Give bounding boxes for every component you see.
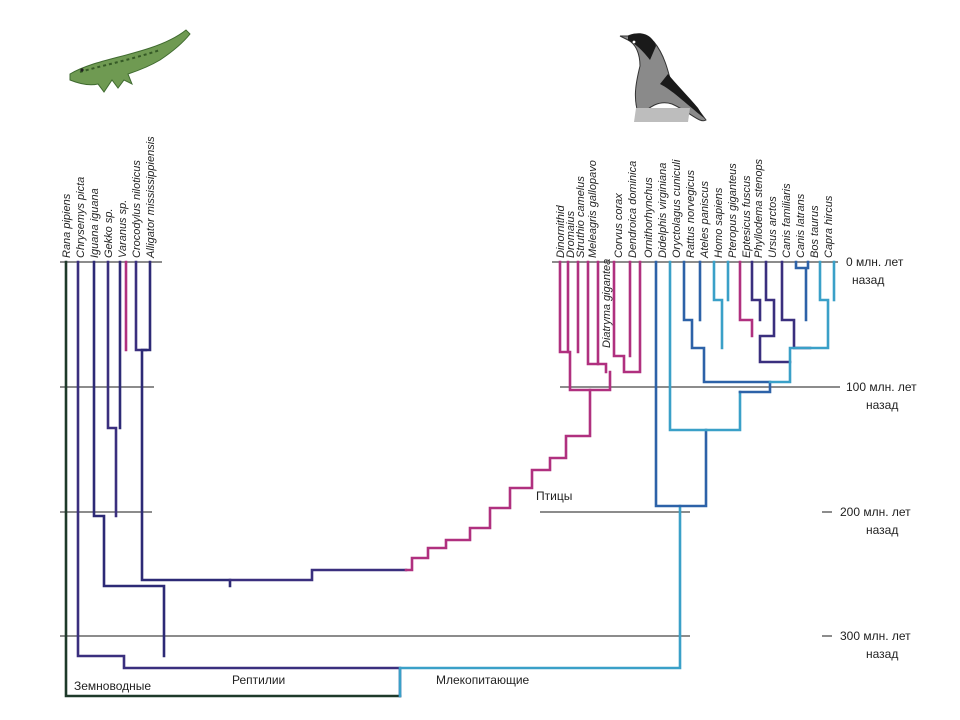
taxon-label: Bos taurus bbox=[809, 205, 821, 258]
taxon-label: Iguana iguana bbox=[89, 188, 101, 258]
group-label-reptiles: Рептилии bbox=[232, 673, 285, 687]
group-label-mammals: Млекопитающие bbox=[436, 673, 530, 687]
taxon-label: Diatryma gigantea bbox=[601, 259, 613, 348]
taxon-label: Struthio camelus bbox=[575, 176, 587, 258]
amphibian-branch bbox=[64, 260, 402, 698]
taxon-label: Capra hircus bbox=[823, 195, 835, 258]
taxon-label: Oryctolagus cuniculi bbox=[671, 159, 683, 258]
bird-branches bbox=[404, 260, 642, 572]
mammal-taxa-labels: Ornithorhynchus Didelphis virginiana Ory… bbox=[643, 158, 835, 259]
group-labels: Земноводные Рептилии Млекопитающие Птицы bbox=[74, 489, 572, 693]
taxon-label: Rattus norvegicus bbox=[685, 169, 697, 258]
taxon-label: Ursus arctos bbox=[767, 196, 779, 258]
time-label-100: 100 млн. лет bbox=[846, 380, 917, 394]
time-label-200: 200 млн. лет bbox=[840, 505, 911, 519]
taxon-label: Canis latrans bbox=[795, 193, 807, 258]
crow-icon bbox=[619, 33, 707, 122]
taxon-label: Dendroica dominica bbox=[627, 161, 639, 258]
taxon-label: Rana pipiens bbox=[61, 193, 73, 258]
taxon-label: Ateles paniscus bbox=[699, 180, 711, 259]
taxon-label: Alligator mississippiensis bbox=[145, 136, 157, 259]
mammal-branches bbox=[398, 260, 836, 698]
taxon-label: Meleagris gallopavo bbox=[587, 160, 599, 258]
time-label-300: 300 млн. лет bbox=[840, 629, 911, 643]
time-label-0: 0 млн. лет bbox=[846, 255, 904, 269]
taxon-label: Chrysemys picta bbox=[75, 177, 87, 258]
crocodile-icon bbox=[69, 29, 191, 93]
taxon-label: Varanus sp. bbox=[117, 200, 129, 258]
reptile-taxa-labels: Rana pipiens Chrysemys picta Iguana igua… bbox=[61, 136, 157, 259]
group-label-amphibians: Земноводные bbox=[74, 679, 151, 693]
taxon-label: Dromaius bbox=[565, 210, 577, 258]
taxon-label: Phyllodema stenops bbox=[753, 158, 765, 258]
time-gridlines bbox=[60, 261, 840, 637]
taxon-label: Crocodylus niloticus bbox=[131, 160, 143, 258]
time-label-100-sub: назад bbox=[866, 398, 898, 412]
reptile-branches bbox=[76, 260, 408, 698]
taxon-label: Gekko sp. bbox=[103, 208, 115, 258]
taxon-label: Pteropus giganteus bbox=[727, 163, 739, 258]
taxon-label: Dinornithid bbox=[555, 205, 567, 258]
taxon-label: Canis familiaris bbox=[781, 183, 793, 258]
taxon-label: Didelphis virginiana bbox=[657, 163, 669, 258]
time-label-300-sub: назад bbox=[866, 647, 898, 661]
taxon-label: Ornithorhynchus bbox=[643, 177, 655, 258]
time-label-0-sub: назад bbox=[852, 273, 884, 287]
taxon-label: Corvus corax bbox=[613, 193, 625, 258]
time-label-200-sub: назад bbox=[866, 523, 898, 537]
bird-taxa-labels: Dinornithid Dromaius Struthio camelus Me… bbox=[555, 160, 639, 348]
taxon-label: Eptesicus fuscus bbox=[741, 175, 753, 258]
taxon-label: Homo sapiens bbox=[713, 187, 725, 258]
time-scale: 0 млн. лет назад 100 млн. лет назад 200 … bbox=[840, 255, 917, 661]
group-label-birds: Птицы bbox=[536, 489, 572, 503]
